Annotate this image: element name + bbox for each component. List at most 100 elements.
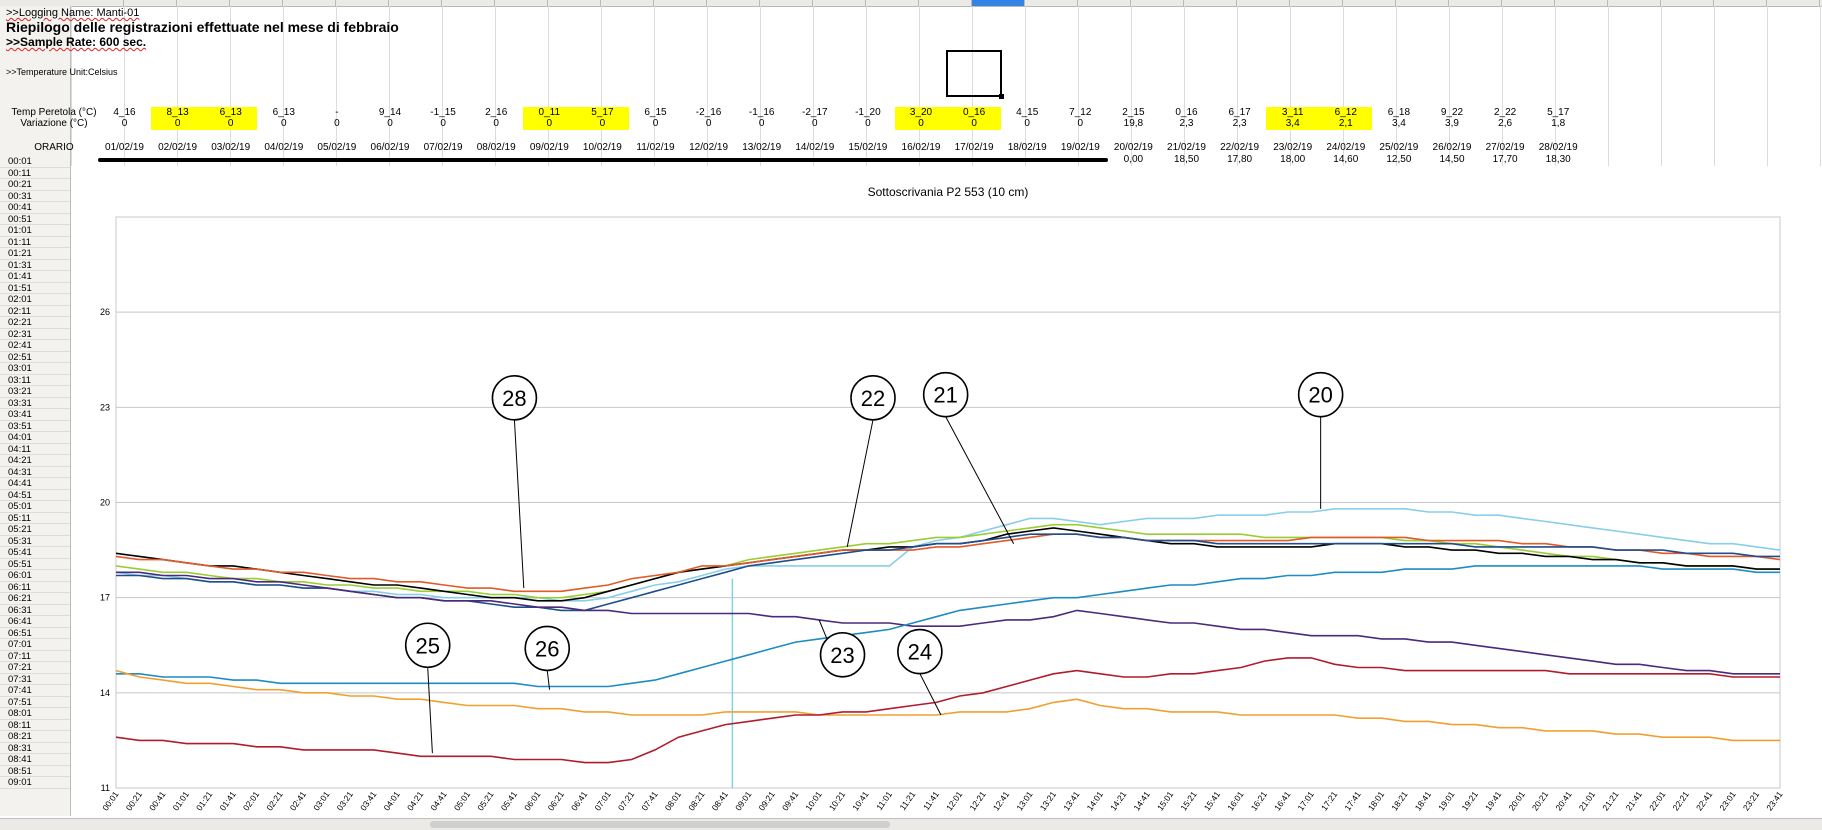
row-header-time[interactable]: 01:51 xyxy=(0,283,70,294)
temp-cell[interactable]: 5_17 xyxy=(1547,107,1570,118)
variazione-cell[interactable]: 2,3 xyxy=(1179,118,1194,129)
temp-cell[interactable]: 0_11 xyxy=(522,107,576,119)
row-header-time[interactable]: 05:21 xyxy=(0,524,70,536)
variazione-cell[interactable]: 0 xyxy=(705,118,712,129)
row-header-time[interactable]: 08:21 xyxy=(0,731,70,743)
row-header-time[interactable]: 01:11 xyxy=(0,237,70,248)
temp-cell[interactable]: -1_20 xyxy=(855,107,881,118)
date-cell[interactable]: 12/02/19 xyxy=(689,142,729,153)
temp-cell[interactable]: 4_15 xyxy=(1016,107,1039,118)
date-cell[interactable]: 28/02/19 xyxy=(1538,142,1578,153)
column-header[interactable] xyxy=(336,0,389,6)
variazione-cell[interactable]: 0 xyxy=(522,118,576,130)
value-cell[interactable]: 12,50 xyxy=(1386,154,1412,165)
date-cell[interactable]: 13/02/19 xyxy=(742,142,782,153)
column-header[interactable] xyxy=(230,0,283,6)
column-header[interactable] xyxy=(389,0,442,6)
row-header-time[interactable]: 02:41 xyxy=(0,340,70,352)
row-header-time[interactable]: 01:41 xyxy=(0,271,70,283)
column-header[interactable] xyxy=(177,0,230,6)
column-header[interactable] xyxy=(1343,0,1396,6)
row-header-time[interactable]: 06:51 xyxy=(0,628,70,639)
chart-svg[interactable]: 11 14 17 20 23 26 Sottoscrivania P2 553 (10 cm… xyxy=(80,172,1822,822)
temp-cell[interactable]: 9_14 xyxy=(378,107,402,118)
column-header[interactable] xyxy=(601,0,654,6)
column-header[interactable] xyxy=(1290,0,1343,6)
column-header[interactable] xyxy=(1502,0,1555,6)
date-cell[interactable]: 17/02/19 xyxy=(954,142,994,153)
variazione-cell[interactable]: 3,4 xyxy=(1391,118,1406,129)
value-cell[interactable]: 17,80 xyxy=(1227,154,1253,165)
row-header-time[interactable]: 08:51 xyxy=(0,766,70,777)
column-header[interactable] xyxy=(972,0,1025,6)
row-header-time[interactable]: 00:31 xyxy=(0,191,70,202)
column-header[interactable] xyxy=(1131,0,1184,6)
column-header[interactable] xyxy=(1396,0,1449,6)
row-header-time[interactable]: 03:11 xyxy=(0,375,70,386)
temp-cell[interactable]: 6_13 xyxy=(272,107,295,118)
row-header-time[interactable]: 04:21 xyxy=(0,455,70,467)
column-header[interactable] xyxy=(1449,0,1502,6)
date-cell[interactable]: 20/02/19 xyxy=(1113,142,1153,153)
row-header-time[interactable]: 07:41 xyxy=(0,685,70,697)
date-cell[interactable]: 09/02/19 xyxy=(529,142,569,153)
date-cell[interactable]: 04/02/19 xyxy=(264,142,304,153)
row-header-time[interactable]: 03:51 xyxy=(0,421,70,432)
column-header[interactable] xyxy=(71,0,124,6)
variazione-cell[interactable]: 2,3 xyxy=(1232,118,1247,129)
variazione-cell[interactable]: 3,4 xyxy=(1266,118,1320,130)
variazione-cell[interactable]: 0 xyxy=(204,118,258,130)
column-header[interactable] xyxy=(813,0,866,6)
variazione-cell[interactable]: 0 xyxy=(151,118,205,130)
temp-cell[interactable]: 0_16 xyxy=(1175,107,1198,118)
temp-cell[interactable]: 7_12 xyxy=(1069,107,1092,118)
temp-cell[interactable]: 9_22 xyxy=(1440,107,1464,118)
row-header-time[interactable]: 04:01 xyxy=(0,432,70,444)
temp-cell[interactable]: -2_17 xyxy=(802,107,828,118)
date-cell[interactable]: 22/02/19 xyxy=(1220,142,1260,153)
row-header-time[interactable]: 04:31 xyxy=(0,467,70,478)
row-header-time[interactable]: 03:21 xyxy=(0,386,70,398)
variazione-cell[interactable]: 0 xyxy=(652,118,659,129)
variazione-cell[interactable]: 0 xyxy=(440,118,446,129)
scrollbar-thumb[interactable] xyxy=(430,821,890,828)
row-header-time[interactable]: 06:31 xyxy=(0,605,70,616)
value-cell[interactable]: 18,50 xyxy=(1173,154,1200,165)
row-header-time[interactable]: 09:01 xyxy=(0,777,70,789)
row-header-time[interactable]: 06:21 xyxy=(0,593,70,605)
row-header-time[interactable]: 01:31 xyxy=(0,260,70,271)
temp-cell[interactable]: -1_16 xyxy=(748,107,775,118)
row-header-time[interactable]: 00:11 xyxy=(0,168,70,179)
date-cell[interactable]: 03/02/19 xyxy=(211,142,251,153)
temp-cell[interactable]: 6_18 xyxy=(1387,107,1411,118)
column-header[interactable] xyxy=(1078,0,1131,6)
date-cell[interactable]: 23/02/19 xyxy=(1273,142,1313,153)
temperature-chart[interactable]: 11 14 17 20 23 26 Sottoscrivania P2 553 (10 cm… xyxy=(80,172,1822,822)
temp-cell[interactable]: 2_22 xyxy=(1493,107,1517,118)
column-header[interactable] xyxy=(919,0,972,6)
variazione-cell[interactable]: 0 xyxy=(121,118,128,129)
horizontal-scrollbar[interactable] xyxy=(0,818,1822,830)
row-header-time[interactable]: 08:31 xyxy=(0,743,70,754)
date-cell[interactable]: 14/02/19 xyxy=(795,142,835,153)
column-header[interactable] xyxy=(1714,0,1767,6)
row-header-time[interactable]: 02:21 xyxy=(0,317,70,329)
date-cell[interactable]: 06/02/19 xyxy=(370,142,410,153)
row-header-bar[interactable]: 00:01 00:11 00:21 00:31 00:41 00:51 01:01 01:11… xyxy=(0,6,71,816)
row-header-time[interactable]: 00:41 xyxy=(0,202,70,214)
column-header[interactable] xyxy=(1661,0,1714,6)
row-header-time[interactable]: 03:31 xyxy=(0,398,70,409)
column-header[interactable] xyxy=(1608,0,1661,6)
variazione-cell[interactable]: 3,9 xyxy=(1445,118,1459,129)
temp-cell[interactable]: 6_17 xyxy=(1228,107,1251,118)
column-header[interactable] xyxy=(866,0,919,6)
column-header[interactable] xyxy=(548,0,601,6)
variazione-cell[interactable]: 2,1 xyxy=(1319,118,1373,130)
row-header-time[interactable]: 00:21 xyxy=(0,179,70,191)
variazione-cell[interactable]: 19,8 xyxy=(1123,118,1144,129)
row-header-time[interactable]: 05:51 xyxy=(0,559,70,570)
value-cell[interactable]: 18,30 xyxy=(1545,154,1571,165)
row-header-time[interactable]: 06:01 xyxy=(0,570,70,582)
temp-cell[interactable]: -1_15 xyxy=(430,107,456,118)
row-header-time[interactable]: 05:41 xyxy=(0,547,70,559)
